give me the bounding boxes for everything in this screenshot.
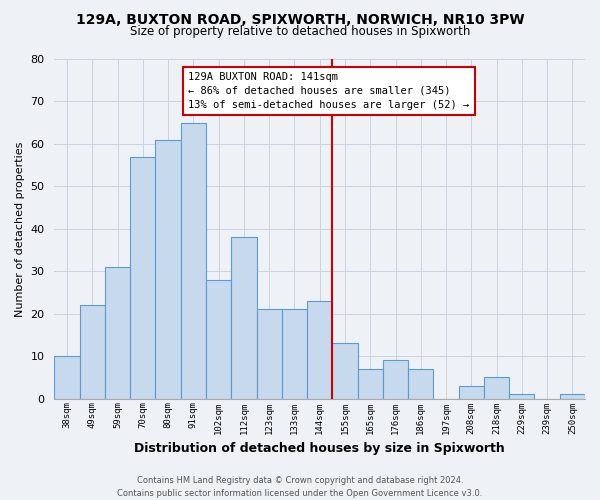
Bar (80, 305, 105, 398)
Bar (257, 310, 282, 398)
Bar (206, 280, 231, 398)
Bar (55, 356, 80, 399)
Bar (307, 301, 332, 398)
Bar (358, 369, 383, 398)
Bar (282, 310, 307, 398)
Bar (181, 122, 206, 398)
Text: Contains HM Land Registry data © Crown copyright and database right 2024.
Contai: Contains HM Land Registry data © Crown c… (118, 476, 482, 498)
Text: Size of property relative to detached houses in Spixworth: Size of property relative to detached ho… (130, 25, 470, 38)
Bar (105, 267, 130, 398)
X-axis label: Distribution of detached houses by size in Spixworth: Distribution of detached houses by size … (134, 442, 505, 455)
Text: 129A BUXTON ROAD: 141sqm
← 86% of detached houses are smaller (345)
13% of semi-: 129A BUXTON ROAD: 141sqm ← 86% of detach… (188, 72, 470, 110)
Bar (509, 394, 535, 398)
Bar (458, 386, 484, 398)
Bar (231, 238, 257, 398)
Bar (155, 140, 181, 398)
Text: 129A, BUXTON ROAD, SPIXWORTH, NORWICH, NR10 3PW: 129A, BUXTON ROAD, SPIXWORTH, NORWICH, N… (76, 12, 524, 26)
Bar (484, 378, 509, 398)
Bar (560, 394, 585, 398)
Bar (332, 344, 358, 398)
Bar (130, 156, 155, 398)
Y-axis label: Number of detached properties: Number of detached properties (15, 141, 25, 316)
Bar (408, 369, 433, 398)
Bar (383, 360, 408, 399)
